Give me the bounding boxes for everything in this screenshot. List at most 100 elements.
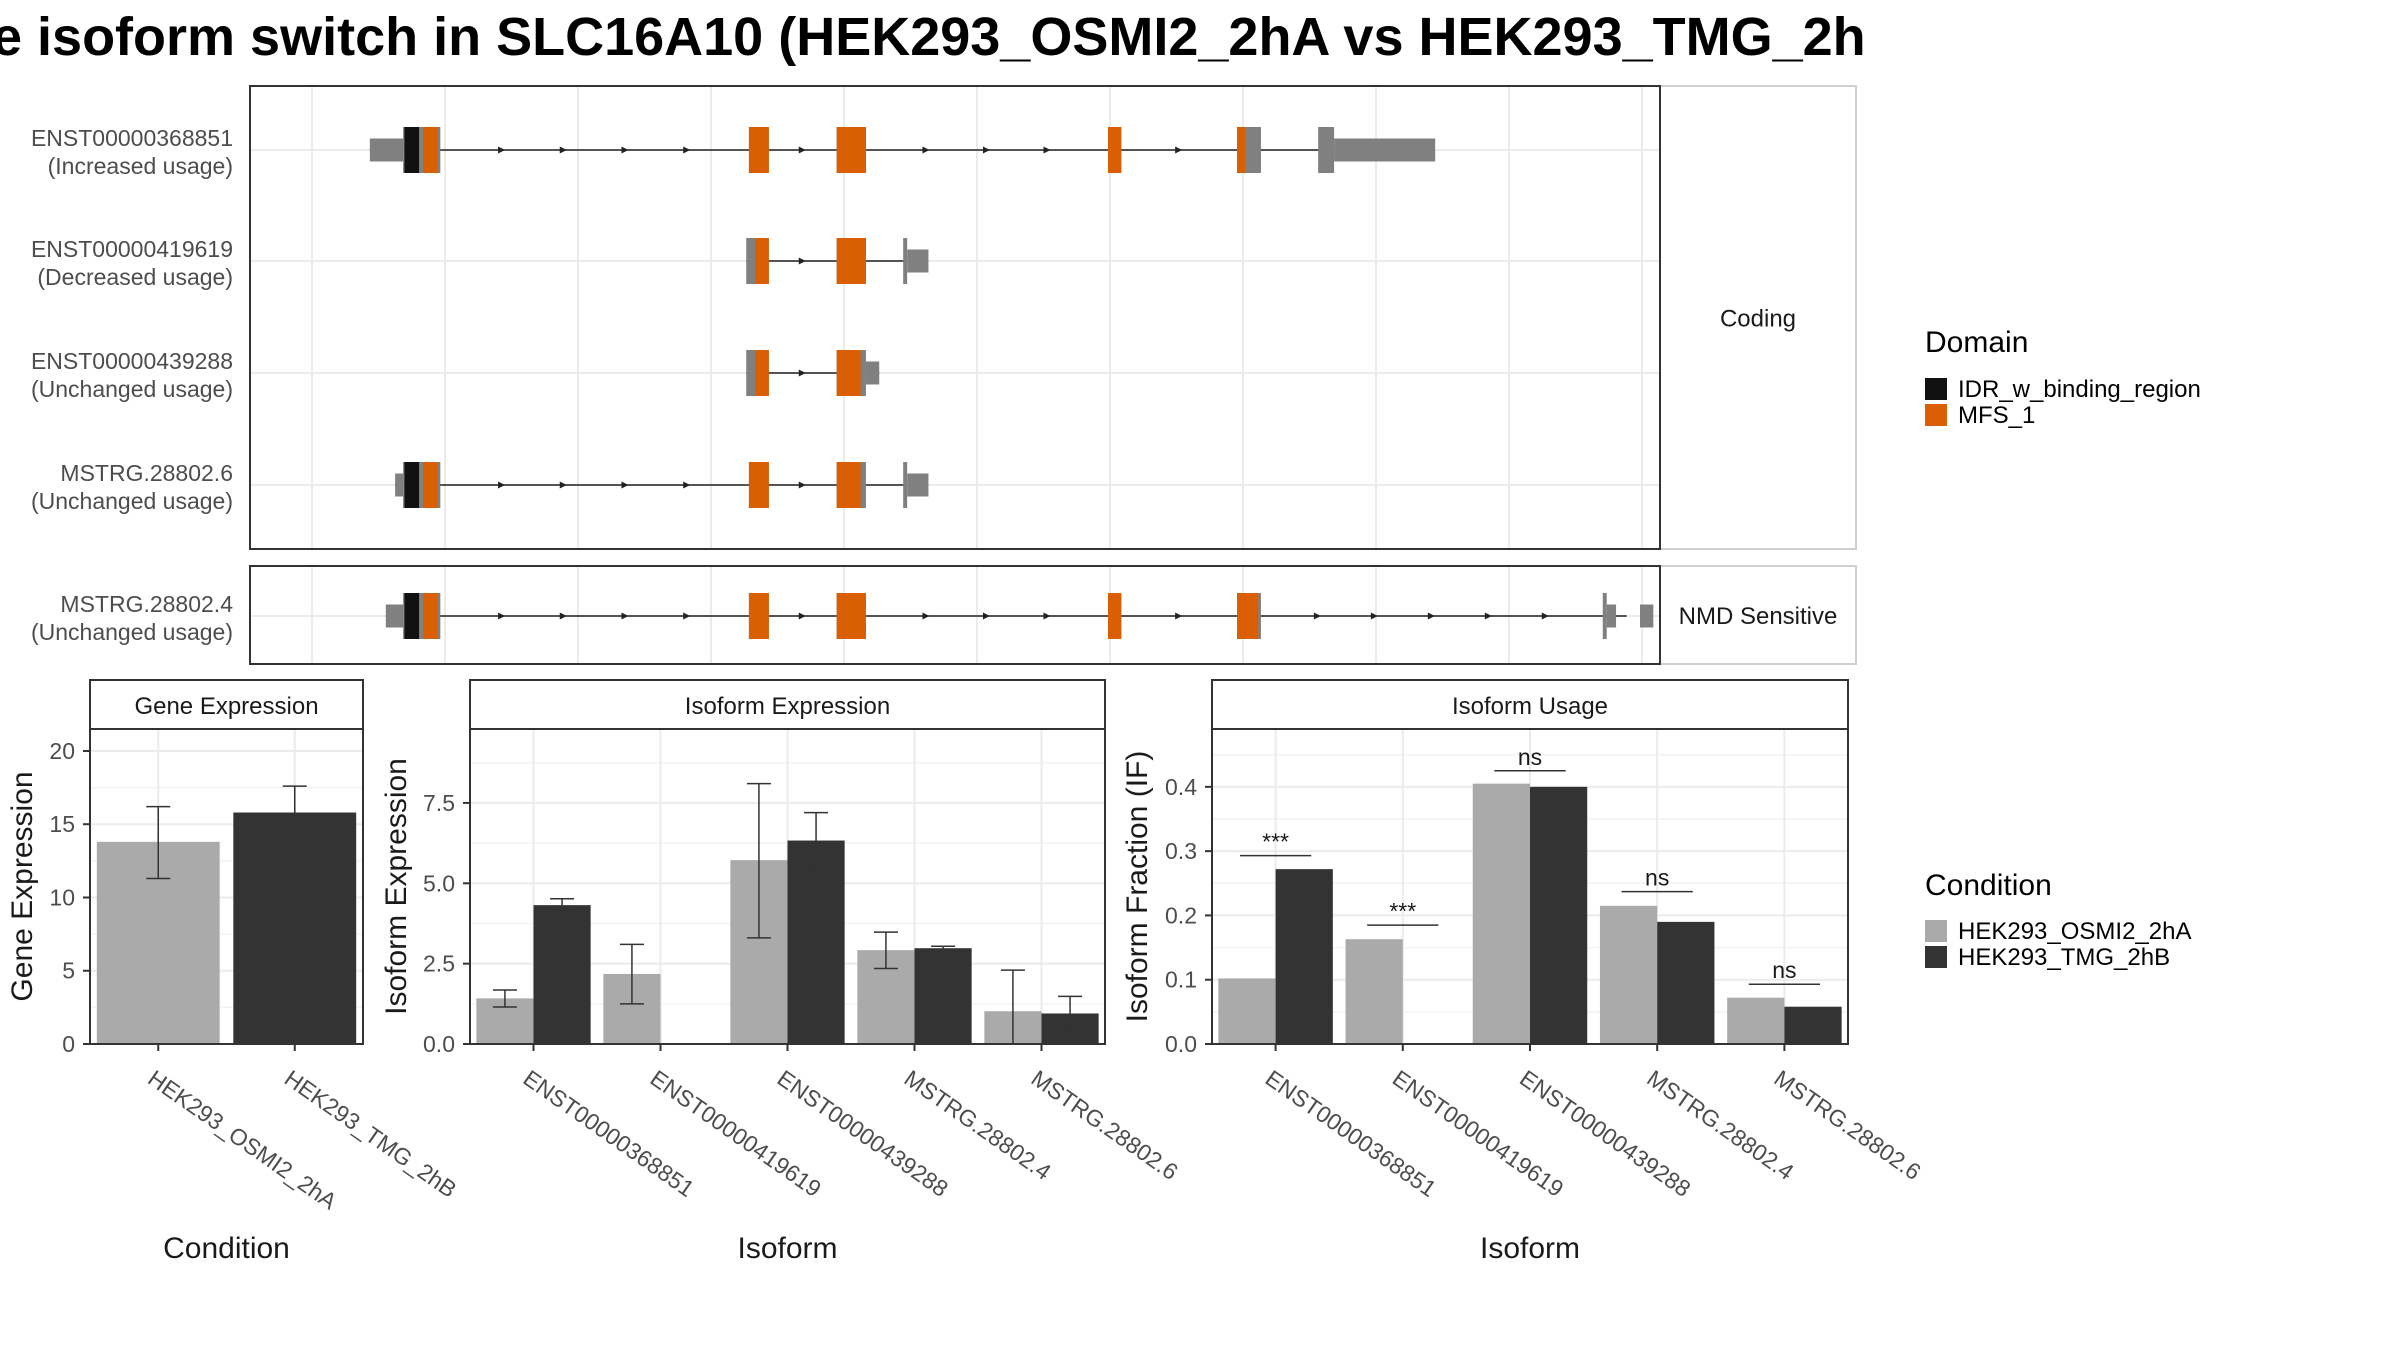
domain-legend-key-mfs xyxy=(1925,404,1947,426)
y-axis-label: Isoform Expression xyxy=(380,758,413,1015)
bar xyxy=(1530,786,1588,1044)
domain-idr xyxy=(404,462,420,508)
significance-label: ns xyxy=(1772,957,1796,983)
y-tick-label: 0.4 xyxy=(1165,774,1197,800)
transcript-id: ENST00000439288 xyxy=(31,348,233,374)
domain-mfs xyxy=(1237,127,1245,173)
domain-mfs xyxy=(836,593,866,639)
panel-border xyxy=(89,728,364,1045)
transcript-usage: (Unchanged usage) xyxy=(31,376,233,402)
intron-arrow xyxy=(1043,146,1051,154)
intron-arrow xyxy=(798,369,806,377)
domain-idr xyxy=(404,593,420,639)
exon-block xyxy=(1318,127,1335,173)
bar xyxy=(1472,783,1530,1044)
domain-mfs xyxy=(1237,593,1259,639)
y-axis-label: Isoform Fraction (IF) xyxy=(1121,751,1154,1023)
x-axis-label: Isoform xyxy=(737,1232,837,1265)
intron-arrow xyxy=(1175,612,1183,620)
intron-arrow xyxy=(798,257,806,265)
panel-title: Gene Expression xyxy=(134,693,318,720)
transcript-id: MSTRG.28802.6 xyxy=(60,460,233,486)
y-tick-label: 2.5 xyxy=(423,951,455,977)
y-tick-label: 0.0 xyxy=(1165,1031,1197,1057)
domain-mfs xyxy=(748,127,769,173)
intron-arrow xyxy=(683,612,691,620)
bar-panel: Isoform Usage0.00.10.20.30.4ENST00000368… xyxy=(1121,679,1926,1265)
bar xyxy=(233,812,357,1044)
bar xyxy=(1727,997,1785,1044)
transcript-id: ENST00000419619 xyxy=(31,236,233,262)
panel-strip xyxy=(469,679,1106,730)
transcript-usage: (Decreased usage) xyxy=(37,264,233,290)
exon-block xyxy=(903,238,908,284)
y-tick-label: 0.2 xyxy=(1165,902,1197,928)
bar xyxy=(1275,869,1333,1044)
exon-block xyxy=(385,604,404,628)
intron-arrow xyxy=(798,612,806,620)
exon-block xyxy=(903,462,908,508)
bar xyxy=(1599,905,1658,1044)
bar-panel: Isoform Expression0.02.55.07.5ENST000003… xyxy=(380,679,1183,1265)
transcript-usage: (Unchanged usage) xyxy=(31,488,233,514)
y-tick-label: 0.0 xyxy=(423,1031,455,1057)
condition-legend-title: Condition xyxy=(1925,869,2052,902)
intron-arrow xyxy=(922,612,930,620)
intron-arrow xyxy=(1370,612,1378,620)
domain-mfs xyxy=(836,238,866,284)
domain-mfs xyxy=(755,238,769,284)
transcript-id: MSTRG.28802.4 xyxy=(60,591,233,617)
structure-panel: Coding ENST00000368851(Increased usage) EN… xyxy=(31,85,1857,550)
condition-legend-label-a: HEK293_OSMI2_2hA xyxy=(1958,918,2191,945)
panel-border xyxy=(249,565,1661,665)
domain-mfs xyxy=(1108,127,1122,173)
domain-legend-label-mfs: MFS_1 xyxy=(1958,402,2035,429)
condition-legend-key-a xyxy=(1925,920,1947,942)
facet-label: Coding xyxy=(1720,306,1796,333)
significance-label: *** xyxy=(1262,829,1289,855)
transcript-row: ENST00000419619(Decreased usage) xyxy=(31,236,929,290)
exon-block xyxy=(907,473,929,497)
domain-mfs xyxy=(755,350,769,396)
intron-arrow xyxy=(1541,612,1549,620)
panel-strip xyxy=(1211,679,1849,730)
transcript-usage: (Increased usage) xyxy=(48,153,233,179)
intron-arrow xyxy=(621,146,629,154)
domain-mfs xyxy=(748,593,769,639)
domain-mfs xyxy=(836,127,866,173)
exon-block xyxy=(1606,604,1617,628)
domain-legend-label-idr: IDR_w_binding_region xyxy=(1958,376,2201,403)
x-axis-label: Isoform xyxy=(1480,1232,1580,1265)
exon-block xyxy=(1334,138,1436,162)
domain-mfs xyxy=(836,462,861,508)
domain-mfs xyxy=(423,127,438,173)
panel-title: Isoform Expression xyxy=(685,693,890,720)
intron-arrow xyxy=(498,481,506,489)
bar xyxy=(914,948,972,1044)
intron-arrow xyxy=(798,146,806,154)
intron-arrow xyxy=(683,146,691,154)
figure-title: e isoform switch in SLC16A10 (HEK293_OSM… xyxy=(0,7,1866,67)
bar-panel: Gene Expression05101520HEK293_OSMI2_2hAH… xyxy=(6,679,461,1265)
domain-mfs xyxy=(748,462,769,508)
panel-title: Isoform Usage xyxy=(1452,693,1608,720)
intron-arrow xyxy=(683,481,691,489)
transcript-row: ENST00000368851(Increased usage) xyxy=(31,125,1436,179)
bar-panels: Gene Expression05101520HEK293_OSMI2_2hAH… xyxy=(6,679,1926,1265)
bar xyxy=(1218,978,1276,1044)
intron-arrow xyxy=(498,146,506,154)
transcript-usage: (Unchanged usage) xyxy=(31,619,233,645)
panel-border xyxy=(249,85,1661,550)
bar xyxy=(1657,921,1715,1044)
transcript-row: MSTRG.28802.6(Unchanged usage) xyxy=(31,460,929,514)
panel-background xyxy=(250,86,1660,549)
intron-arrow xyxy=(498,612,506,620)
x-axis-label: Condition xyxy=(163,1232,290,1265)
intron-arrow xyxy=(559,481,567,489)
intron-arrow xyxy=(559,146,567,154)
intron-arrow xyxy=(1484,612,1492,620)
intron-arrow xyxy=(1427,612,1435,620)
domain-mfs xyxy=(423,593,438,639)
domain-legend-title: Domain xyxy=(1925,326,2028,359)
